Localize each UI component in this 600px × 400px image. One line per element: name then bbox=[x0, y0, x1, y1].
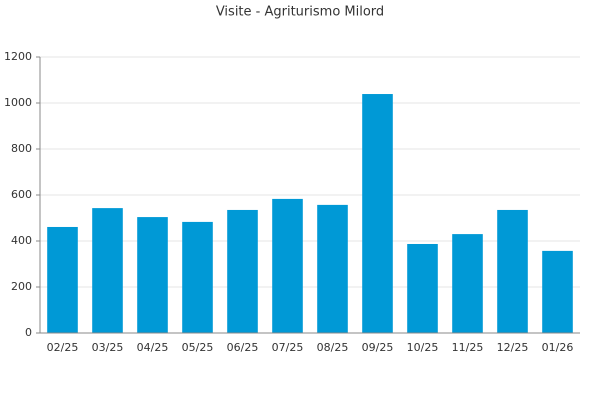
bar bbox=[317, 204, 348, 333]
chart-title: Visite - Agriturismo Milord bbox=[216, 5, 384, 20]
bar bbox=[227, 209, 258, 333]
x-tick-label: 08/25 bbox=[317, 341, 349, 354]
x-tick-label: 10/25 bbox=[407, 341, 439, 354]
bar bbox=[182, 221, 213, 333]
x-tick-label: 09/25 bbox=[362, 341, 394, 354]
x-tick-label: 02/25 bbox=[47, 341, 79, 354]
y-tick-label: 400 bbox=[11, 234, 32, 247]
y-tick-label: 600 bbox=[11, 188, 32, 201]
bar bbox=[362, 94, 393, 333]
y-tick-label: 1000 bbox=[4, 96, 32, 109]
x-tick-label: 12/25 bbox=[497, 341, 529, 354]
x-tick-label: 03/25 bbox=[92, 341, 124, 354]
y-tick-label: 1200 bbox=[4, 50, 32, 63]
bar bbox=[407, 243, 438, 333]
x-tick-label: 11/25 bbox=[452, 341, 484, 354]
x-tick-label: 06/25 bbox=[227, 341, 259, 354]
bar bbox=[47, 226, 78, 333]
x-tick-label: 04/25 bbox=[137, 341, 169, 354]
x-tick-label: 01/26 bbox=[542, 341, 574, 354]
y-tick-label: 0 bbox=[25, 326, 32, 339]
bar bbox=[272, 198, 303, 333]
bar bbox=[92, 208, 123, 333]
bar bbox=[542, 250, 573, 333]
y-tick-label: 800 bbox=[11, 142, 32, 155]
y-tick-label: 200 bbox=[11, 280, 32, 293]
bar bbox=[497, 209, 528, 333]
x-tick-label: 05/25 bbox=[182, 341, 214, 354]
bar bbox=[452, 234, 483, 333]
x-tick-label: 07/25 bbox=[272, 341, 304, 354]
bar bbox=[137, 217, 168, 333]
